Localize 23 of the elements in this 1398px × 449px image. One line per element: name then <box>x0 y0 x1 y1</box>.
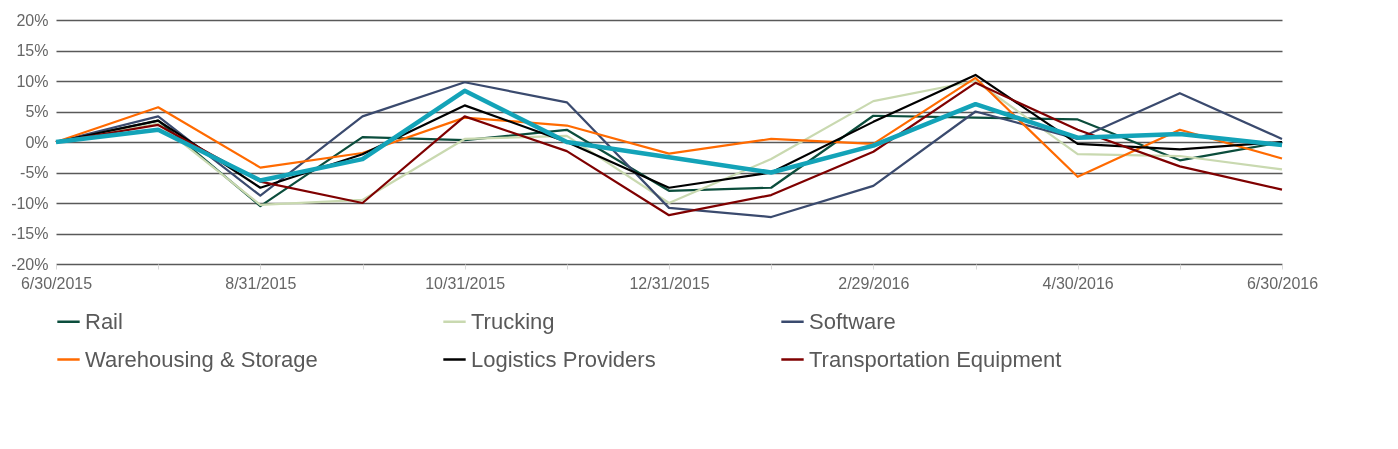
legend-label: Rail <box>85 308 123 334</box>
y-tick-label: 0% <box>25 133 49 151</box>
x-tick-label: 8/31/2015 <box>225 274 297 292</box>
y-tick-label: 10% <box>16 72 49 90</box>
legend-label: Warehousing & Storage <box>85 346 318 372</box>
legend-label: Transportation Equipment <box>809 346 1062 372</box>
x-tick-label: 12/31/2015 <box>629 274 710 292</box>
line-series <box>53 88 1285 183</box>
y-tick-label: 5% <box>25 103 49 120</box>
legend-label: Software <box>809 308 896 334</box>
x-tick-label: 6/30/2016 <box>1246 274 1319 292</box>
y-tick-label: -5% <box>20 164 49 181</box>
x-tick-label: 6/30/2015 <box>20 274 93 292</box>
y-tick-label: 15% <box>16 42 49 59</box>
x-tick-label: 10/31/2015 <box>425 274 506 292</box>
legend-label: Trucking <box>471 308 555 334</box>
x-tick-label: 2/29/2016 <box>838 274 910 292</box>
y-tick-label: 20% <box>16 11 49 29</box>
y-tick-label: -20% <box>11 255 49 273</box>
legend-label: Logistics Providers <box>471 346 656 372</box>
y-tick-label: -10% <box>11 194 49 212</box>
x-tick-label: 4/30/2016 <box>1042 274 1114 292</box>
y-tick-label: -15% <box>11 225 49 242</box>
